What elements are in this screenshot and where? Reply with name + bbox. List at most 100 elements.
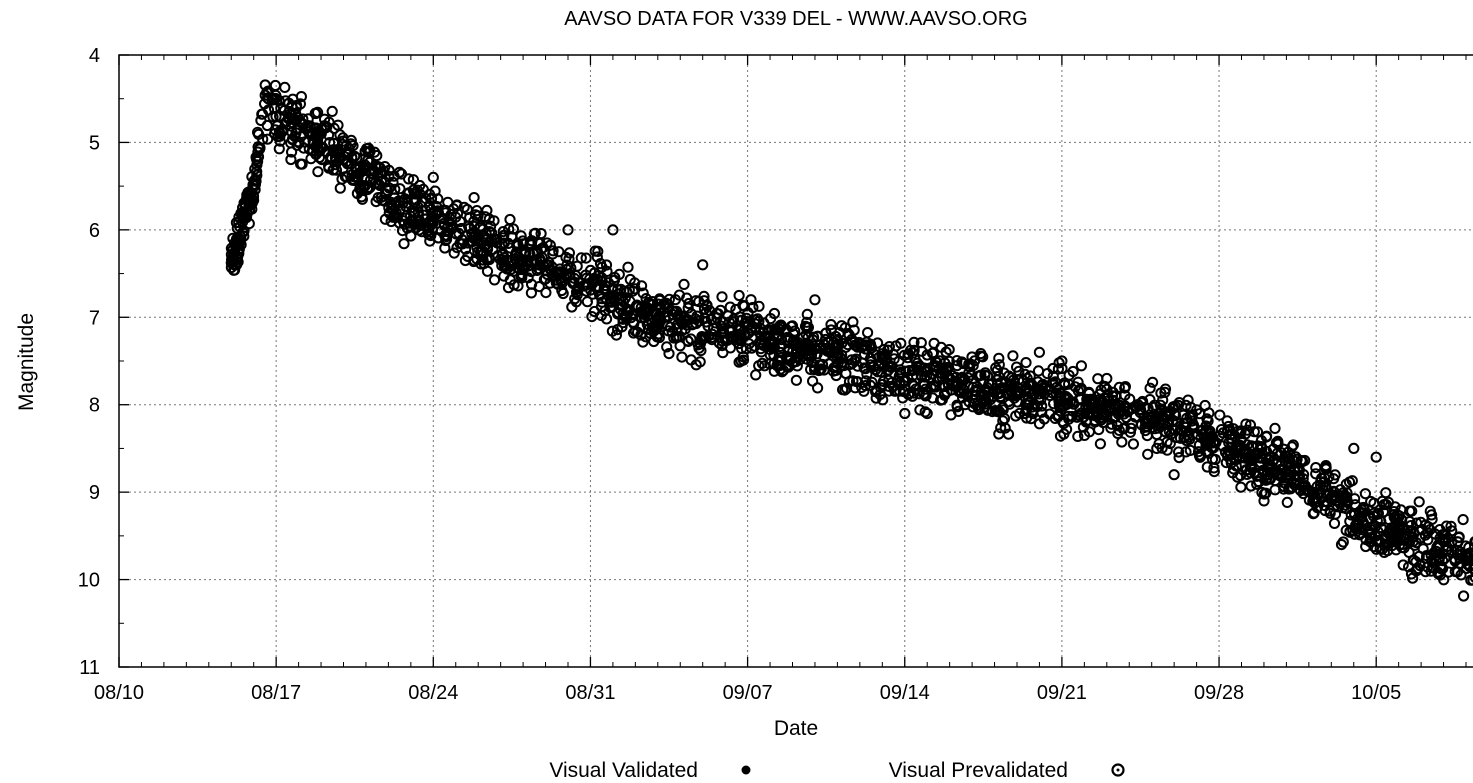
data-point	[662, 320, 674, 332]
data-point	[1468, 563, 1473, 575]
data-point	[866, 342, 878, 354]
data-point	[801, 316, 813, 328]
data-point	[870, 392, 882, 404]
data-point	[1223, 445, 1235, 457]
data-point	[745, 294, 757, 306]
data-point	[648, 335, 660, 348]
data-point	[543, 259, 555, 271]
data-point	[403, 173, 415, 185]
data-point	[229, 237, 241, 249]
data-point	[701, 300, 713, 312]
data-point	[601, 265, 613, 277]
data-point	[1258, 495, 1270, 507]
data-point	[1354, 506, 1366, 518]
x-tick-label: 08/31	[565, 682, 615, 704]
data-point	[1374, 543, 1386, 555]
data-point	[861, 368, 873, 380]
data-point	[1178, 432, 1190, 444]
data-point	[1067, 396, 1079, 408]
data-point	[797, 331, 809, 344]
data-point	[439, 242, 451, 254]
data-point	[693, 315, 705, 327]
data-point	[450, 211, 462, 223]
data-point	[598, 283, 610, 295]
data-point	[1203, 425, 1215, 437]
y-axis-label: Magnitude	[15, 313, 38, 411]
data-point	[927, 392, 939, 404]
data-point	[1141, 421, 1154, 433]
data-point	[298, 142, 310, 154]
legend-marker-validated	[741, 765, 751, 775]
data-point	[1021, 372, 1033, 384]
data-point	[661, 341, 673, 353]
data-point	[1056, 355, 1068, 367]
data-point	[1006, 386, 1018, 398]
data-point	[231, 222, 243, 234]
data-point	[262, 133, 274, 145]
data-point	[247, 191, 260, 203]
data-point	[439, 220, 451, 232]
data-point	[700, 316, 712, 328]
data-point	[1438, 574, 1450, 586]
data-point	[471, 253, 483, 265]
data-point	[508, 279, 520, 291]
data-point	[626, 308, 638, 321]
data-point	[313, 151, 325, 164]
data-point	[334, 182, 346, 194]
data-point	[440, 230, 452, 243]
data-point	[427, 171, 439, 183]
data-point	[1197, 424, 1209, 436]
data-point	[865, 355, 878, 368]
data-point	[862, 327, 874, 339]
data-point	[488, 274, 501, 286]
data-point	[279, 81, 291, 94]
y-tick-label: 7	[89, 307, 100, 329]
data-point	[1348, 442, 1360, 454]
data-point	[1180, 446, 1192, 458]
data-point	[695, 345, 707, 357]
data-point	[1008, 380, 1020, 392]
data-point	[1163, 415, 1175, 427]
data-point	[930, 355, 942, 367]
data-point	[1125, 422, 1137, 434]
data-point	[1180, 435, 1193, 447]
data-point	[1094, 388, 1106, 400]
data-point	[886, 377, 898, 389]
data-point	[563, 247, 576, 259]
x-tick-label: 09/21	[1037, 682, 1087, 704]
data-point	[975, 350, 987, 362]
data-point	[637, 287, 649, 299]
data-point	[249, 178, 261, 191]
data-point	[351, 152, 363, 164]
data-point	[507, 223, 520, 235]
data-point	[1226, 429, 1238, 441]
data-point	[359, 172, 371, 184]
data-point	[963, 358, 975, 370]
data-point	[1049, 412, 1061, 424]
data-point	[1470, 536, 1473, 546]
data-point	[273, 143, 285, 155]
data-point	[942, 379, 955, 391]
data-point	[676, 351, 688, 363]
data-point	[1063, 413, 1075, 425]
data-point	[1446, 525, 1458, 537]
data-point	[1104, 401, 1116, 414]
data-point	[1003, 370, 1015, 382]
data-point	[347, 140, 359, 152]
data-point	[1075, 407, 1088, 419]
data-point	[250, 151, 262, 163]
data-point	[812, 382, 824, 394]
data-point	[1201, 413, 1213, 425]
data-point	[296, 158, 308, 170]
data-point	[1299, 454, 1311, 467]
data-point	[622, 261, 634, 273]
data-point	[472, 235, 485, 247]
data-point	[539, 273, 552, 285]
data-point	[1295, 454, 1307, 467]
data-point	[1167, 401, 1179, 413]
data-point	[525, 239, 538, 251]
data-point	[902, 352, 914, 364]
x-tick-label: 08/17	[251, 682, 301, 704]
y-tick-label: 10	[78, 570, 100, 592]
data-point	[352, 171, 364, 183]
